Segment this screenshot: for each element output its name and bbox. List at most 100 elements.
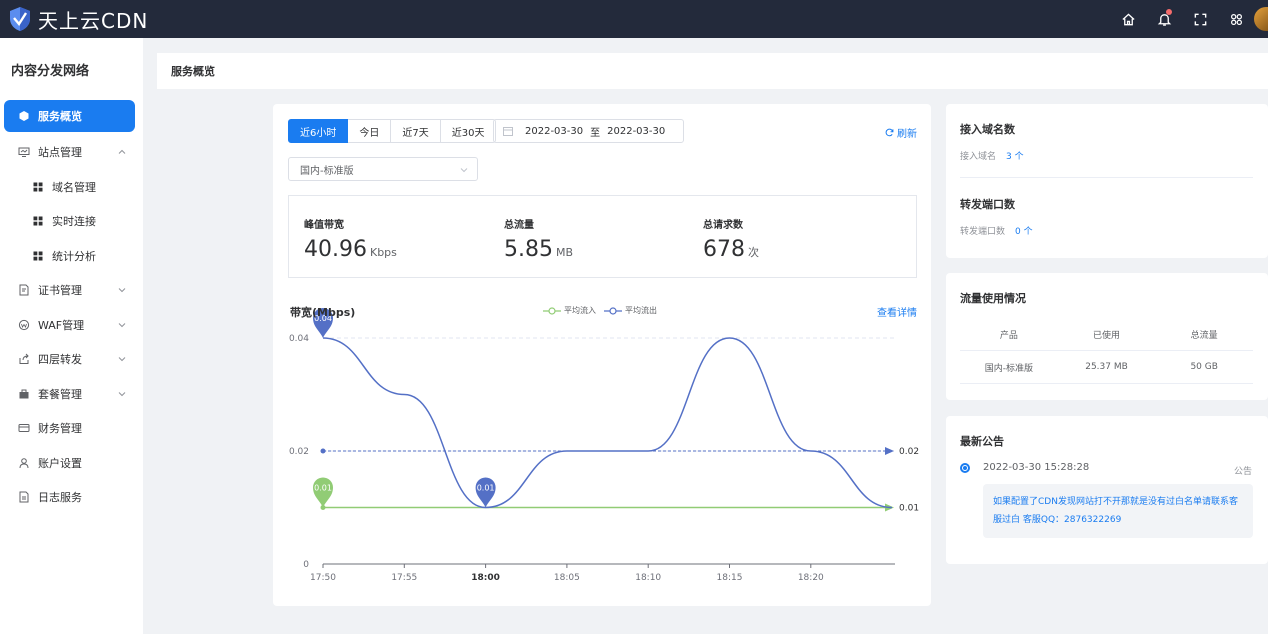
chevron-down-icon bbox=[117, 389, 127, 399]
refresh-label: 刷新 bbox=[897, 129, 917, 140]
x-tick-label: 18:15 bbox=[717, 573, 743, 583]
sidebar-item-waf-management[interactable]: WAF管理 bbox=[0, 308, 143, 343]
sidebar-item-label: 日志服务 bbox=[38, 491, 82, 505]
sidebar-item-account-settings[interactable]: 账户设置 bbox=[0, 446, 143, 481]
ports-title: 转发端口数 bbox=[960, 198, 1015, 211]
marker-pin bbox=[475, 477, 496, 508]
legend-label: 平均流出 bbox=[625, 306, 657, 315]
overview-card: 近6小时 今日 近7天 近30天 2022-03-30 至 2022-03-30… bbox=[273, 104, 931, 606]
sidebar-item-label: 服务概览 bbox=[38, 110, 82, 123]
x-tick-label: 17:55 bbox=[391, 573, 417, 583]
sidebar-item-overview[interactable]: 服务概览 bbox=[4, 100, 135, 132]
avatar[interactable] bbox=[1254, 7, 1268, 31]
y-tick-label: 0.02 bbox=[289, 447, 309, 457]
date-start[interactable]: 2022-03-30 bbox=[525, 125, 584, 137]
fullscreen-icon[interactable] bbox=[1182, 0, 1218, 38]
traffic-usage-card: 流量使用情况 产品 已使用 总流量 国内-标准版 25.37 MB 50 GB bbox=[946, 273, 1268, 400]
chevron-down-icon bbox=[117, 354, 127, 364]
ports-label: 转发端口数 bbox=[960, 227, 1006, 237]
marker-pin bbox=[313, 477, 333, 508]
domains-count-link[interactable]: 3 个 bbox=[1006, 152, 1024, 162]
table-header: 产品 已使用 总流量 bbox=[960, 318, 1253, 351]
date-range-picker[interactable]: 2022-03-30 至 2022-03-30 bbox=[493, 119, 684, 143]
sidebar-item-realtime-connections[interactable]: 实时连接 bbox=[0, 204, 143, 239]
bell-icon[interactable] bbox=[1146, 0, 1182, 38]
stat-label: 峰值带宽 bbox=[304, 220, 344, 231]
date-end[interactable]: 2022-03-30 bbox=[607, 125, 666, 137]
sidebar-item-certificate-management[interactable]: 证书管理 bbox=[0, 273, 143, 308]
sidebar-item-label: 实时连接 bbox=[52, 215, 96, 229]
stats-summary: 峰值带宽 40.96 Kbps 总流量 5.85 MB 总请求数 678 次 bbox=[288, 195, 917, 278]
waf-icon bbox=[18, 319, 30, 331]
usage-table: 产品 已使用 总流量 国内-标准版 25.37 MB 50 GB bbox=[960, 318, 1253, 384]
sidebar-item-statistics[interactable]: 统计分析 bbox=[0, 239, 143, 274]
notice-content[interactable]: 如果配置了CDN发现网站打不开那就是没有过白名单请联系客服过白 客服QQ：287… bbox=[983, 484, 1253, 538]
legend-item-outbound[interactable]: 平均流出 bbox=[604, 305, 657, 316]
sidebar-item-domain-management[interactable]: 域名管理 bbox=[0, 170, 143, 205]
monitor-icon bbox=[18, 146, 30, 158]
ports-row: 转发端口数 0 个 bbox=[960, 224, 1033, 237]
y-tick-label: 0 bbox=[303, 560, 309, 570]
logo[interactable]: 天上云CDN bbox=[8, 5, 148, 34]
marker-label: 0.04 bbox=[314, 314, 332, 323]
domain-port-card: 接入域名数 接入域名 3 个 转发端口数 转发端口数 0 个 bbox=[946, 104, 1268, 258]
legend-line-icon bbox=[604, 306, 622, 315]
average-label: 0.01 bbox=[899, 504, 919, 514]
timeline-dot-icon bbox=[960, 462, 970, 473]
legend-line-icon bbox=[543, 306, 561, 315]
marker-pin bbox=[313, 308, 333, 338]
table-row: 国内-标准版 25.37 MB 50 GB bbox=[960, 351, 1253, 384]
notice-time: 2022-03-30 15:28:28 bbox=[983, 462, 1090, 473]
notification-dot bbox=[1166, 9, 1172, 15]
legend-label: 平均流入 bbox=[564, 306, 596, 315]
product-select[interactable]: 国内-标准版 bbox=[288, 157, 478, 181]
tab-6-hours[interactable]: 近6小时 bbox=[288, 119, 349, 143]
home-icon[interactable] bbox=[1110, 0, 1146, 38]
stat-total-requests: 总请求数 678 次 bbox=[703, 216, 759, 262]
grid-icon bbox=[32, 250, 44, 262]
notice-title: 最新公告 bbox=[960, 435, 1004, 448]
product-select-value: 国内-标准版 bbox=[300, 165, 354, 177]
card-icon bbox=[18, 422, 30, 434]
refresh-button[interactable]: 刷新 bbox=[885, 125, 917, 140]
bandwidth-chart-svg: 0 0.02 0.04 17:50 17:55 18:00 18:05 18:10 18:15 1… bbox=[289, 308, 919, 583]
sidebar-item-finance-management[interactable]: 财务管理 bbox=[0, 411, 143, 446]
marker-label: 0.01 bbox=[314, 484, 332, 493]
user-icon bbox=[18, 457, 30, 469]
sidebar-item-label: 统计分析 bbox=[52, 249, 96, 263]
view-details-link[interactable]: 查看详情 bbox=[877, 308, 917, 319]
column-header: 已使用 bbox=[1093, 330, 1121, 341]
sidebar-item-site-management[interactable]: 站点管理 bbox=[0, 135, 143, 170]
grid-icon bbox=[32, 215, 44, 227]
sidebar-item-package-management[interactable]: 套餐管理 bbox=[0, 377, 143, 412]
tab-7-days[interactable]: 近7天 bbox=[391, 119, 441, 143]
x-tick-label: 18:05 bbox=[554, 573, 580, 583]
chevron-down-icon bbox=[117, 285, 127, 295]
usage-title: 流量使用情况 bbox=[960, 292, 1026, 305]
sidebar: 内容分发网络 服务概览站点管理域名管理实时连接统计分析证书管理 WAF管理四层转发… bbox=[0, 38, 143, 634]
x-tick-label: 18:00 bbox=[471, 573, 500, 583]
grid-icon bbox=[32, 181, 44, 193]
tab-today[interactable]: 今日 bbox=[348, 119, 392, 143]
sidebar-item-label: WAF管理 bbox=[38, 318, 85, 332]
marker-label: 0.01 bbox=[477, 484, 495, 493]
stat-value: 40.96 bbox=[304, 237, 367, 262]
legend-item-inbound[interactable]: 平均流入 bbox=[543, 305, 596, 316]
stat-label: 总流量 bbox=[504, 220, 534, 231]
stat-peak-bandwidth: 峰值带宽 40.96 Kbps bbox=[304, 216, 397, 262]
apps-icon[interactable] bbox=[1218, 0, 1254, 38]
sidebar-item-label: 域名管理 bbox=[52, 180, 96, 194]
cube-icon bbox=[18, 110, 30, 122]
tab-30-days[interactable]: 近30天 bbox=[440, 119, 497, 143]
brand-name: 天上云CDN bbox=[38, 8, 149, 33]
sidebar-item-log-service[interactable]: 日志服务 bbox=[0, 480, 143, 515]
ports-count-link[interactable]: 0 个 bbox=[1015, 227, 1033, 237]
breadcrumb: 服务概览 bbox=[157, 53, 1268, 89]
sidebar-item-label: 四层转发 bbox=[38, 353, 82, 367]
package-icon bbox=[18, 388, 30, 400]
average-line-start bbox=[320, 448, 326, 454]
sidebar-item-layer4-forwarding[interactable]: 四层转发 bbox=[0, 342, 143, 377]
sidebar-item-label: 财务管理 bbox=[38, 422, 82, 436]
sidebar-title: 内容分发网络 bbox=[11, 64, 90, 79]
chevron-up-icon bbox=[117, 147, 127, 157]
